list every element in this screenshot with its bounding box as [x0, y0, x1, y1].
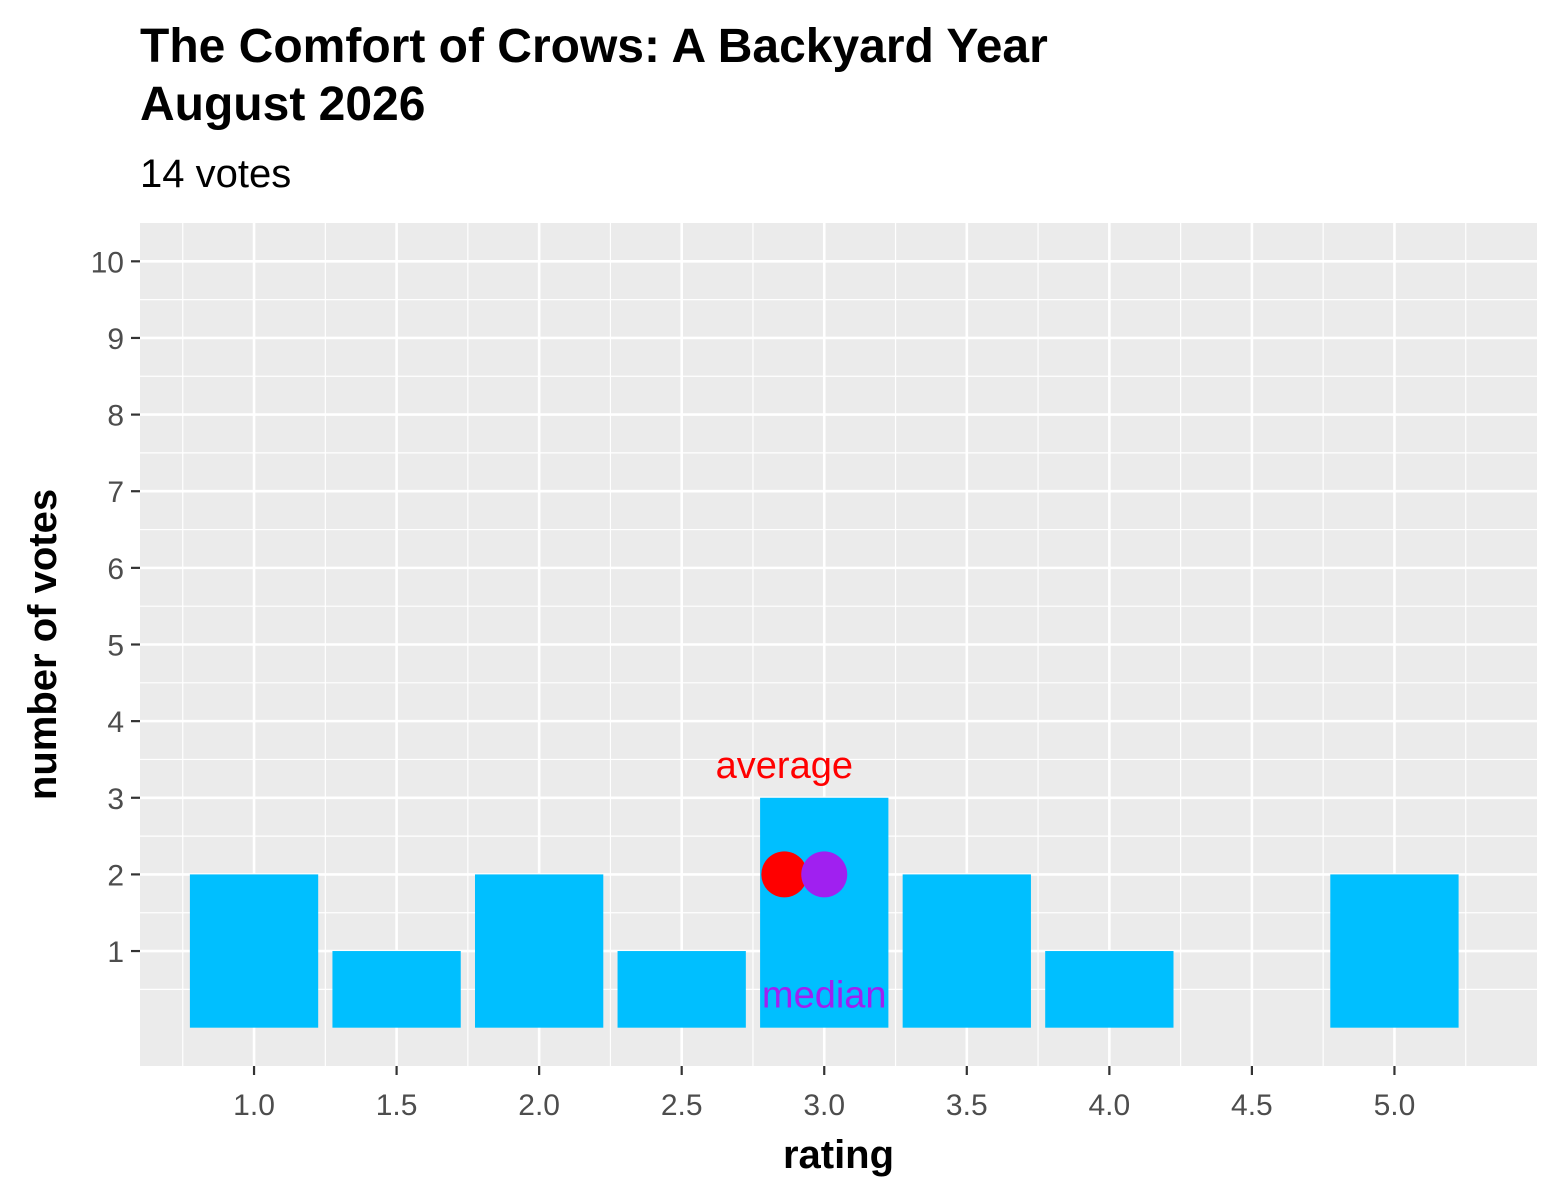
y-tick-label: 3 — [107, 783, 124, 816]
x-axis: 1.0 1.5 2.0 2.5 3.0 3.5 4.0 4.5 5.0 — [233, 1066, 1415, 1122]
bar-1.5 — [332, 951, 461, 1028]
bar-2.0 — [474, 874, 604, 1028]
bar-3.5 — [902, 874, 1031, 1028]
x-tick-label: 2.5 — [661, 1089, 703, 1122]
y-tick-label: 9 — [107, 323, 124, 356]
x-axis-title: rating — [783, 1133, 894, 1177]
x-tick-label: 4.5 — [1231, 1089, 1273, 1122]
bar-2.5 — [617, 951, 746, 1028]
chart-subtitle: 14 votes — [140, 152, 292, 196]
bars — [189, 797, 1459, 1028]
x-tick-label: 3.5 — [946, 1089, 988, 1122]
bar-4.0 — [1045, 951, 1174, 1028]
y-tick-label: 7 — [107, 476, 124, 509]
x-tick-label: 1.0 — [233, 1089, 275, 1122]
average-label: average — [716, 745, 853, 787]
y-tick-label: 5 — [107, 630, 124, 663]
x-tick-label: 3.0 — [803, 1089, 845, 1122]
y-tick-label: 6 — [107, 553, 124, 586]
average-point — [761, 851, 808, 898]
x-tick-label: 4.0 — [1088, 1089, 1130, 1122]
y-tick-label: 1 — [107, 936, 124, 969]
y-tick-label: 4 — [107, 706, 124, 739]
chart-title: The Comfort of Crows: A Backyard Year Au… — [140, 18, 1048, 134]
x-tick-label: 1.5 — [376, 1089, 418, 1122]
y-tick-label: 8 — [107, 400, 124, 433]
median-label: median — [762, 975, 887, 1017]
y-tick-label: 10 — [91, 246, 124, 279]
summary-points — [761, 851, 848, 898]
y-tick-label: 2 — [107, 859, 124, 892]
y-axis: 1 2 3 4 5 6 7 8 9 10 — [91, 246, 140, 969]
median-point — [801, 851, 848, 898]
bar-1.0 — [189, 874, 319, 1028]
chart-title-line2: August 2026 — [140, 78, 426, 131]
bar-3.0 — [760, 797, 889, 1028]
annotations: average median — [716, 745, 887, 1017]
chart-title-line1: The Comfort of Crows: A Backyard Year — [140, 20, 1048, 73]
y-axis-title: number of votes — [21, 489, 65, 800]
x-tick-label: 2.0 — [518, 1089, 560, 1122]
x-tick-label: 5.0 — [1374, 1089, 1416, 1122]
bar-5.0 — [1330, 874, 1459, 1028]
